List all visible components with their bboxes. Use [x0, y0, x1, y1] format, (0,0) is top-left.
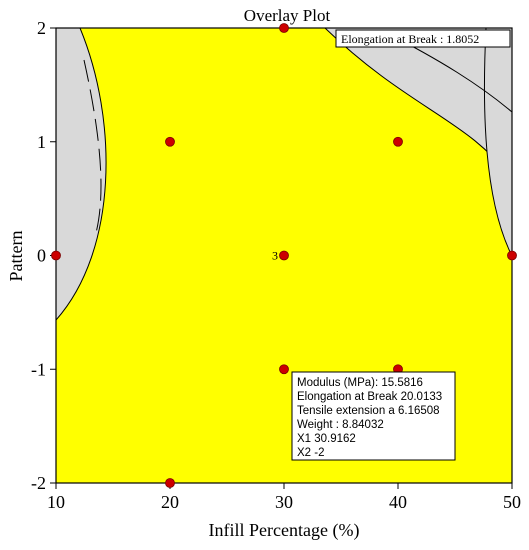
x-tick-label: 20: [161, 492, 179, 512]
x-tick-label: 10: [47, 492, 65, 512]
x-axis-label: Infill Percentage (%): [209, 520, 360, 541]
x-tick-label: 50: [503, 492, 521, 512]
annotation-line: Tensile extension a 6.16508: [297, 405, 440, 417]
x-axis-ticks: 10 20 30 40 50: [47, 483, 521, 512]
design-point: [279, 250, 289, 261]
contour-label: Elongation at Break : 1.8052: [341, 32, 479, 46]
annotation-line: X1 30.9162: [297, 433, 356, 445]
y-tick-label: -2: [31, 473, 46, 493]
x-tick-label: 40: [389, 492, 407, 512]
x-tick-label: 30: [275, 492, 293, 512]
contour-line-dashed: [83, 59, 102, 234]
annotation-box: Modulus (MPa): 15.5816 Elongation at Brea…: [291, 371, 456, 461]
y-tick-label: 1: [37, 132, 46, 152]
y-axis-label: Pattern: [6, 231, 26, 282]
infeasible-region-right: [483, 28, 512, 257]
point-count-label: 3: [272, 249, 278, 263]
annotation-line: Modulus (MPa): 15.5816: [297, 377, 423, 389]
design-point: [51, 250, 61, 261]
design-point: [393, 136, 403, 147]
design-point: [507, 250, 517, 261]
y-tick-label: 0: [37, 246, 46, 266]
design-points: 3: [51, 23, 517, 488]
infeasible-region-left: [56, 28, 107, 321]
chart-title: Overlay Plot: [244, 6, 331, 25]
y-tick-label: -1: [31, 359, 46, 379]
annotation-line: Weight : 8.84032: [297, 419, 384, 431]
y-axis-ticks: -2 -1 0 1 2: [31, 18, 56, 493]
design-point: [165, 136, 175, 147]
design-point: [279, 23, 289, 33]
contour-label-box: Elongation at Break : 1.8052: [335, 29, 511, 48]
annotation-line: X2 -2: [297, 447, 325, 459]
y-tick-label: 2: [37, 18, 46, 38]
design-point: [279, 364, 289, 375]
design-point: [165, 478, 175, 488]
annotation-line: Elongation at Break 20.0133: [297, 391, 442, 403]
